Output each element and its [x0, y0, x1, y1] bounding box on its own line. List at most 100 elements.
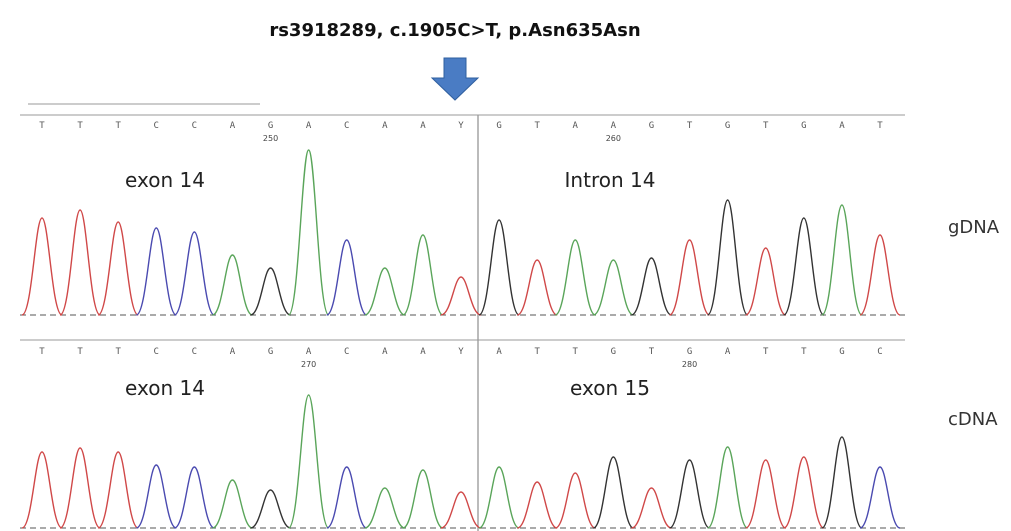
base-call: T: [534, 121, 540, 131]
peak: [289, 150, 329, 315]
base-call: A: [839, 121, 845, 131]
base-call: A: [382, 121, 388, 131]
position-label: 280: [682, 360, 697, 369]
base-call: G: [687, 347, 692, 357]
peak: [251, 490, 291, 528]
peak: [784, 218, 824, 315]
base-call: T: [687, 121, 693, 131]
base-call: G: [496, 121, 501, 131]
base-call: G: [611, 347, 616, 357]
chromatogram-figure: rs3918289, c.1905C>T, p.Asn635Asn T T T C C A…: [0, 0, 1011, 531]
peak: [212, 480, 252, 528]
base-call: T: [115, 121, 121, 131]
peak: [251, 268, 291, 315]
arrow: [432, 58, 478, 100]
base-call: Y: [458, 121, 464, 131]
peak: [517, 260, 557, 315]
base-call: A: [496, 347, 502, 357]
base-call: C: [154, 347, 159, 357]
peak: [708, 447, 748, 528]
peak: [746, 460, 786, 528]
base-call: C: [344, 347, 349, 357]
base-call: A: [611, 121, 617, 131]
peak: [822, 205, 862, 315]
base-call: G: [268, 347, 273, 357]
base-call: A: [306, 347, 312, 357]
base-call: A: [420, 347, 426, 357]
base-call: T: [877, 121, 883, 131]
peak: [60, 448, 100, 528]
peak: [174, 232, 214, 315]
peak: [746, 248, 786, 315]
peak: [174, 467, 214, 528]
region-label: exon 14: [125, 376, 205, 400]
sample-label: gDNA: [948, 217, 1000, 238]
peak: [631, 258, 671, 315]
base-call: A: [230, 121, 236, 131]
base-call: T: [39, 347, 45, 357]
peak: [708, 200, 748, 315]
peak: [517, 482, 557, 528]
peak: [22, 218, 62, 315]
peak: [860, 235, 900, 315]
base-call: T: [573, 347, 579, 357]
base-call: T: [39, 121, 45, 131]
peak: [365, 268, 405, 315]
peak: [327, 240, 367, 315]
peak: [670, 240, 710, 315]
peak: [136, 228, 176, 315]
peak: [403, 470, 443, 528]
position-label: 260: [606, 134, 621, 143]
peak: [98, 222, 138, 315]
peak: [441, 277, 481, 315]
base-call: A: [420, 121, 426, 131]
peak: [860, 467, 900, 528]
region-label: exon 15: [570, 376, 650, 400]
base-call: C: [877, 347, 882, 357]
peak: [441, 492, 481, 528]
peak: [365, 488, 405, 528]
base-call: T: [763, 121, 769, 131]
peak: [479, 467, 519, 528]
base-call: T: [763, 347, 769, 357]
peak: [98, 452, 138, 528]
base-call: C: [344, 121, 349, 131]
base-call: A: [573, 121, 579, 131]
position-label: 250: [263, 134, 278, 143]
base-call: G: [268, 121, 273, 131]
peak: [479, 220, 519, 315]
peak: [631, 488, 671, 528]
peak: [136, 465, 176, 528]
peak: [22, 452, 62, 528]
base-call: G: [839, 347, 844, 357]
peak: [593, 457, 633, 528]
peak: [593, 260, 633, 315]
base-call: Y: [458, 347, 464, 357]
peak: [403, 235, 443, 315]
base-call: T: [77, 121, 83, 131]
base-call: C: [154, 121, 159, 131]
base-call: G: [649, 121, 654, 131]
sample-label: cDNA: [948, 409, 998, 430]
peak: [289, 395, 329, 528]
base-call: G: [801, 121, 806, 131]
peak: [555, 240, 595, 315]
base-call: T: [115, 347, 121, 357]
peak: [670, 460, 710, 528]
base-call: A: [725, 347, 731, 357]
base-call: A: [306, 121, 312, 131]
base-call: G: [725, 121, 730, 131]
base-call: A: [382, 347, 388, 357]
base-call: T: [801, 347, 807, 357]
base-call: T: [649, 347, 655, 357]
peak: [60, 210, 100, 315]
base-call: A: [230, 347, 236, 357]
peak: [555, 473, 595, 528]
base-call: T: [77, 347, 83, 357]
position-label: 270: [301, 360, 316, 369]
base-call: C: [192, 121, 197, 131]
base-call: T: [534, 347, 540, 357]
peak: [212, 255, 252, 315]
figure-title: rs3918289, c.1905C>T, p.Asn635Asn: [269, 20, 640, 41]
region-label: exon 14: [125, 168, 205, 192]
